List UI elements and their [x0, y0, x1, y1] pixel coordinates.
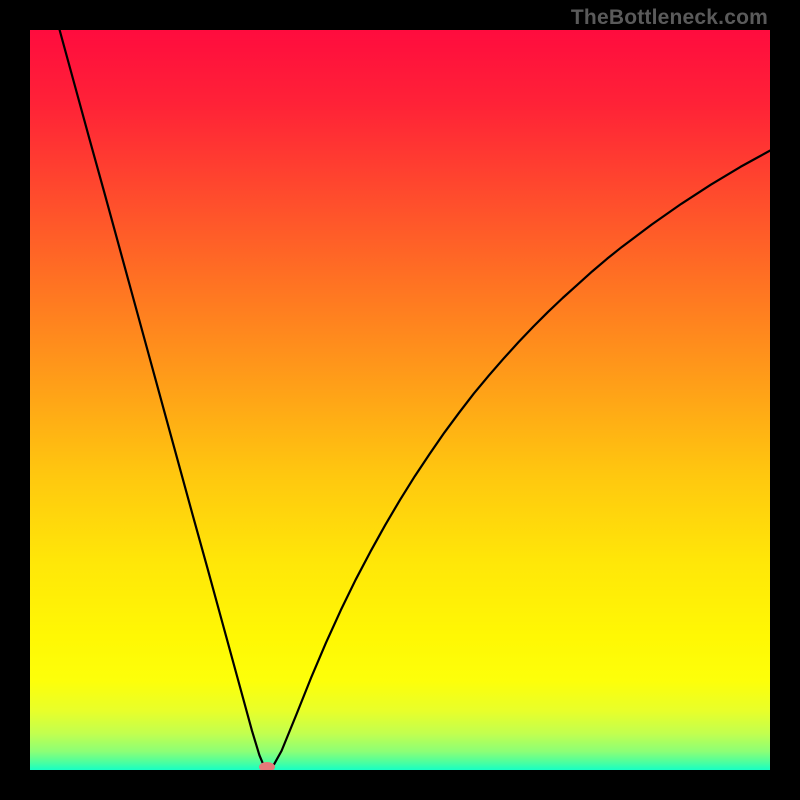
bottleneck-curve: [30, 30, 770, 770]
chart-frame: TheBottleneck.com: [0, 0, 800, 800]
watermark-text: TheBottleneck.com: [571, 6, 768, 30]
optimal-marker: [259, 762, 275, 770]
plot-area: [30, 30, 770, 770]
